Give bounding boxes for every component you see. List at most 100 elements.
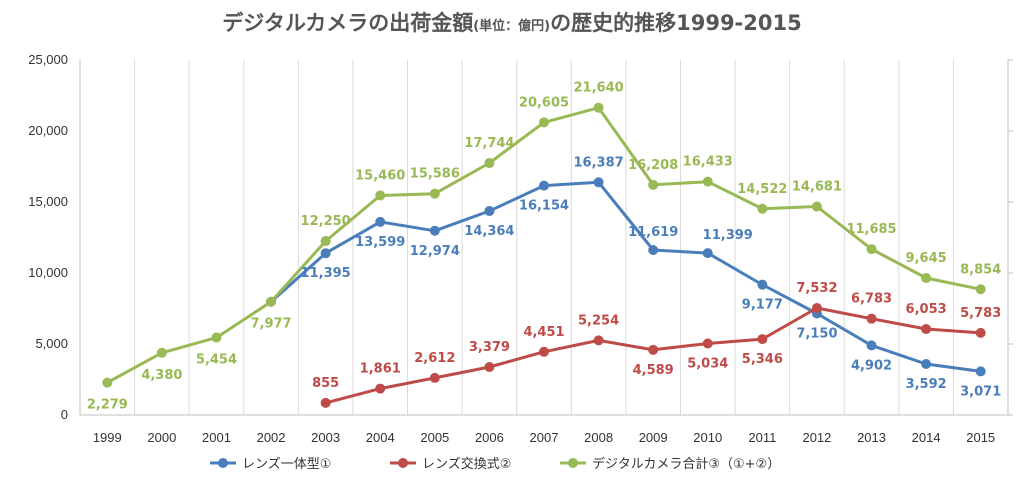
data-point (975, 366, 986, 377)
data-label: 6,783 (851, 292, 892, 307)
legend-swatch-marker (218, 458, 228, 468)
data-point (375, 383, 386, 394)
data-point (811, 201, 822, 212)
data-label: 7,532 (796, 281, 837, 296)
x-tick-label: 2012 (802, 430, 831, 445)
data-point (921, 273, 932, 284)
data-label: 2,279 (87, 398, 128, 413)
y-tick-label: 15,000 (28, 194, 68, 209)
data-label: 8,854 (960, 262, 1001, 277)
data-label: 4,902 (851, 358, 892, 373)
x-tick-label: 2009 (639, 430, 668, 445)
data-point (375, 190, 386, 201)
y-axis-ticks: 0 5,000 10,000 15,000 20,000 25,000 (28, 52, 68, 422)
data-point (702, 338, 713, 349)
chart-title-main: デジタルカメラの出荷金額 (222, 11, 473, 35)
data-label: 12,974 (410, 244, 460, 259)
legend-label: デジタルカメラ合計③（①+②） (592, 456, 780, 472)
data-point (866, 313, 877, 324)
data-label: 3,071 (960, 384, 1001, 399)
data-label: 11,619 (628, 225, 678, 240)
data-label: 5,034 (687, 357, 728, 372)
x-tick-label: 2003 (311, 430, 340, 445)
data-label: 1,861 (360, 362, 401, 377)
data-point (156, 347, 167, 358)
data-label: 15,460 (355, 168, 405, 183)
axes (79, 59, 1013, 416)
y-tick-label: 0 (61, 407, 68, 422)
data-label: 16,154 (519, 199, 569, 214)
x-tick-label: 2000 (147, 430, 176, 445)
data-label: 12,250 (301, 214, 351, 229)
data-point (593, 102, 604, 113)
x-tick-label: 2007 (530, 430, 559, 445)
x-tick-label: 2001 (202, 430, 231, 445)
data-label: 3,379 (469, 340, 510, 355)
x-tick-label: 1999 (93, 430, 122, 445)
data-labels: 11,395 13,599 12,974 14,364 16,154 16,387 11,6… (87, 81, 1002, 413)
legend-label: レンズ一体型① (242, 456, 331, 472)
chart-title-rest: の歴史的推移1999-2015 (550, 11, 802, 35)
data-label: 4,380 (141, 368, 182, 383)
data-point (866, 244, 877, 255)
data-label: 2,612 (414, 351, 455, 366)
x-tick-label: 2005 (420, 430, 449, 445)
legend: レンズ一体型① レンズ交換式② デジタルカメラ合計③（①+②） (210, 456, 780, 472)
data-point (320, 397, 331, 408)
data-point (757, 334, 768, 345)
chart-title-unit: (単位：億円) (473, 18, 550, 34)
x-tick-label: 2015 (966, 430, 995, 445)
data-point (539, 346, 549, 357)
x-tick-label: 2011 (748, 430, 776, 445)
series-3 (102, 102, 986, 388)
data-label: 9,645 (906, 251, 947, 266)
data-point (539, 180, 549, 191)
data-point (484, 362, 495, 373)
x-axis-ticks: 1999 2000 2001 2002 2003 2004 2005 2006 2007 2008… (93, 430, 995, 445)
data-label: 855 (312, 376, 339, 391)
data-label: 14,522 (737, 182, 787, 197)
data-label: 13,599 (355, 235, 405, 250)
y-tick-label: 10,000 (28, 265, 68, 280)
data-point (593, 177, 604, 188)
data-label: 5,783 (960, 306, 1001, 321)
data-label: 21,640 (574, 81, 624, 96)
data-point (320, 236, 331, 247)
data-point (975, 327, 986, 338)
legend-swatch-marker (398, 458, 408, 468)
data-point (648, 179, 659, 190)
data-point (648, 344, 659, 355)
data-point (484, 158, 495, 169)
data-point (702, 248, 713, 259)
data-label: 5,454 (196, 353, 237, 368)
data-point (484, 206, 495, 217)
data-label: 5,346 (742, 352, 783, 367)
data-point (975, 284, 986, 295)
data-point (921, 358, 932, 369)
data-label: 17,744 (464, 136, 514, 151)
data-label: 11,399 (703, 228, 753, 243)
data-label: 16,387 (574, 155, 624, 170)
data-label: 4,589 (633, 363, 674, 378)
data-label: 15,586 (410, 167, 460, 182)
data-point (702, 176, 713, 187)
data-label: 7,977 (250, 317, 291, 332)
data-label: 3,592 (906, 377, 947, 392)
x-tick-label: 2008 (584, 430, 613, 445)
data-label: 6,053 (906, 302, 947, 317)
legend-label: レンズ交換式② (422, 456, 511, 472)
data-point (648, 245, 659, 256)
data-label: 14,364 (464, 224, 514, 239)
x-tick-label: 2002 (257, 430, 286, 445)
data-label: 11,685 (846, 222, 896, 237)
series-2 (320, 303, 986, 408)
data-point (866, 340, 877, 351)
x-tick-label: 2010 (693, 430, 722, 445)
y-tick-label: 20,000 (28, 123, 68, 138)
data-point (811, 303, 822, 314)
x-tick-label: 2013 (857, 430, 886, 445)
data-point (266, 296, 277, 307)
series-line (106, 106, 982, 384)
data-point (102, 377, 113, 388)
